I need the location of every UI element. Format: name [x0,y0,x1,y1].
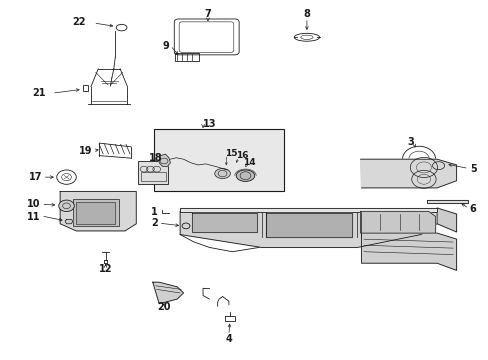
Polygon shape [266,213,351,237]
Text: 10: 10 [27,199,41,210]
Ellipse shape [214,168,230,179]
Bar [154,129,283,192]
Polygon shape [65,220,73,224]
Bar [175,53,198,61]
Text: 19: 19 [79,145,92,156]
Bar [138,161,168,184]
Bar [73,199,119,226]
Text: 22: 22 [72,17,86,27]
Ellipse shape [236,170,254,181]
Text: 8: 8 [303,9,310,19]
Polygon shape [436,208,456,232]
Text: 2: 2 [151,218,158,228]
Text: 12: 12 [99,264,112,274]
Text: 6: 6 [469,204,475,215]
Text: 11: 11 [27,212,41,221]
Polygon shape [191,213,256,232]
Text: 21: 21 [32,88,45,98]
Polygon shape [360,159,456,188]
Text: 3: 3 [407,137,413,147]
Text: 17: 17 [29,172,42,182]
Polygon shape [360,212,435,233]
Polygon shape [427,200,467,203]
Text: 13: 13 [203,119,216,129]
Text: 1: 1 [151,207,158,217]
Text: 16: 16 [235,151,248,160]
Polygon shape [361,233,456,270]
Polygon shape [153,282,183,304]
Circle shape [59,200,74,212]
Text: 4: 4 [225,333,232,343]
Text: 18: 18 [149,153,162,163]
Text: 15: 15 [224,149,237,158]
Bar [141,172,165,181]
Text: 9: 9 [162,41,168,50]
Text: 5: 5 [469,163,475,174]
Polygon shape [60,192,136,231]
Polygon shape [180,212,436,247]
Text: 7: 7 [204,9,211,19]
Polygon shape [180,208,436,212]
Text: 14: 14 [243,158,256,167]
Bar [76,202,115,224]
Polygon shape [159,154,170,166]
Text: 20: 20 [157,302,170,312]
Bar [82,85,88,91]
